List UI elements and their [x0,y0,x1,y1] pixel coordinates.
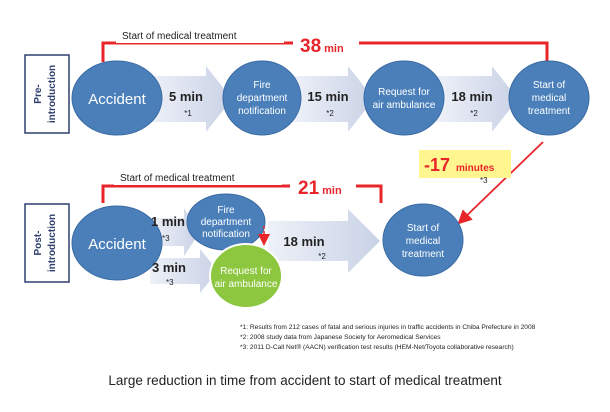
post-node-fire-label-2: department [201,217,252,228]
post-node-request-label-1: Request for [220,266,272,277]
post-step-2-note: *3 [166,278,174,287]
pre-step-2-value: 15 min [307,89,348,104]
post-node-fire-label-3: notification [202,229,250,240]
pre-node-request-label-1: Request for [378,87,430,98]
post-node-fire-label-1: Fire [217,205,235,216]
post-step-arrow-2 [150,249,218,293]
post-node-accident-label: Accident [88,236,146,253]
pre-node-request-air-ambulance [363,60,445,136]
caption: Large reduction in time from accident to… [108,373,501,388]
footnote-1: *1: Results from 212 cases of fatal and … [240,324,536,331]
post-step-3-note: *2 [318,252,326,261]
post-side-label-line1: Post- [33,231,44,256]
pre-total-value: 38 [300,36,321,57]
footnote-3: *3: 2011 D-Call Net® (AACN) verification… [240,343,514,351]
pre-step-arrow-2 [292,66,374,132]
pre-introduction-section: Pre- introduction Start of medical treat… [24,30,590,136]
post-step-3-value: 18 min [283,234,324,249]
pre-step-3-note: *2 [470,109,478,118]
pre-node-fire-department [222,60,302,136]
post-time-bracket [101,184,383,203]
post-node-start-label-3: treatment [402,249,444,260]
post-introduction-section: Post- introduction Start of medical trea… [24,172,464,309]
pre-step-1-value: 5 min [169,89,203,104]
post-node-start-label-2: medical [406,236,440,247]
post-node-accident [71,205,163,281]
pre-node-accident [71,60,163,136]
pre-total-unit: min [324,43,344,55]
pre-side-label-line1: Pre- [33,84,44,103]
footnote-2: *2: 2008 study data from Japanese Societ… [240,334,441,341]
reduction-unit: minutes [456,163,495,174]
post-bracket-label: Start of medical treatment [120,173,235,184]
post-step-1-note: *3 [162,234,170,243]
pre-step-1-note: *1 [184,109,192,118]
reduction-arrow [457,141,544,225]
post-node-request-label-2: air ambulance [215,279,278,290]
post-step-1-value: 1 min [151,214,185,229]
pre-step-2-note: *2 [326,109,334,118]
post-node-request-air-ambulance [209,243,283,309]
pre-bracket-label: Start of medical treatment [122,31,237,42]
reduction-note: *3 [480,176,488,185]
pre-node-start-label-1: Start of [533,80,565,91]
post-total-unit: min [322,185,342,197]
footnotes: *1: Results from 212 cases of fatal and … [240,324,536,351]
reduction-callout: -17 minutes *3 [419,141,544,225]
pre-node-request-label-2: air ambulance [373,100,436,111]
pre-node-fire-label-3: notification [238,106,286,117]
pre-node-fire-label-2: department [237,93,288,104]
post-side-label-line2: introduction [47,214,58,272]
pre-side-label-line2: introduction [47,65,58,123]
post-node-start-label-1: Start of [407,223,439,234]
pre-step-3-value: 18 min [451,89,492,104]
pre-node-fire-label-1: Fire [253,80,271,91]
reduction-highlight [419,150,511,178]
post-total-value: 21 [298,178,320,199]
pre-step-arrow-1 [148,66,232,132]
post-step-2-value: 3 min [152,260,186,275]
post-node-start-treatment [382,203,464,277]
pre-side-label-box [24,54,70,134]
pre-node-start-label-3: treatment [528,106,570,117]
post-side-label-box [24,203,70,283]
pre-step-arrow-3 [436,66,518,132]
reduction-value: -17 [424,155,450,175]
post-step-arrow-3 [268,209,380,273]
pre-node-start-treatment [508,60,590,136]
pre-node-start-label-2: medical [532,93,566,104]
pre-node-accident-label: Accident [88,91,146,108]
